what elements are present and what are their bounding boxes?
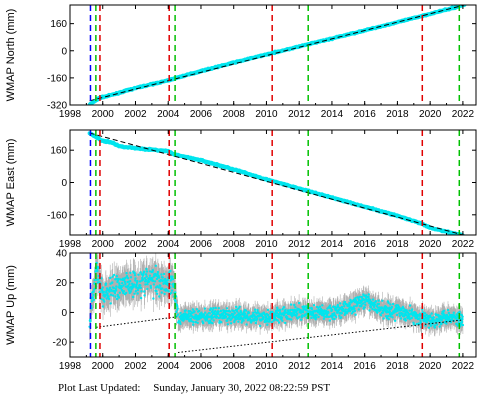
- east-x-tick-label: 2010: [255, 239, 278, 250]
- north-x-tick-label: 2000: [92, 109, 115, 120]
- north-y-tick-label: 0: [61, 46, 67, 57]
- north-x-tick-label: 2004: [157, 109, 180, 120]
- up-x-tick-label: 2022: [452, 361, 475, 372]
- up-y-tick-label: -20: [53, 338, 68, 349]
- up-observations: [88, 261, 465, 329]
- east-plot-area: [87, 130, 465, 235]
- north-y-tick-label: -320: [47, 101, 67, 112]
- north-y-tick-label: -160: [47, 73, 67, 84]
- north-x-tick-label: 2018: [386, 109, 409, 120]
- north-y-tick-label: 160: [50, 19, 67, 30]
- east-y-axis-label: WMAP East (mm): [5, 139, 17, 227]
- up-x-tick-label: 2008: [223, 361, 246, 372]
- east-x-tick-label: 2018: [386, 239, 409, 250]
- east-x-tick-label: 2004: [157, 239, 180, 250]
- north-x-tick-label: 1998: [59, 109, 82, 120]
- east-x-tick-label: 2002: [124, 239, 147, 250]
- north-x-tick-label: 2022: [452, 109, 475, 120]
- up-x-tick-label: 2014: [321, 361, 344, 372]
- last-updated-timestamp: Sunday, January 30, 2022 08:22:59 PST: [153, 382, 331, 394]
- last-updated-label: Plot Last Updated:: [58, 382, 141, 394]
- up-x-tick-label: 2016: [354, 361, 377, 372]
- east-x-tick-label: 2008: [223, 239, 246, 250]
- up-x-tick-label: 2006: [190, 361, 213, 372]
- north-x-tick-label: 2016: [354, 109, 377, 120]
- north-plot-area: [87, 5, 467, 105]
- east-x-tick-label: 1998: [59, 239, 82, 250]
- up-y-tick-label: 20: [56, 278, 68, 289]
- north-x-tick-label: 2008: [223, 109, 246, 120]
- up-frame: [69, 252, 477, 358]
- north-x-tick-label: 2002: [124, 109, 147, 120]
- north-x-tick-label: 2020: [419, 109, 442, 120]
- up-x-tick-label: 2018: [386, 361, 409, 372]
- north-y-axis-label: WMAP North (mm): [5, 9, 17, 102]
- east-x-tick-label: 2014: [321, 239, 344, 250]
- up-x-tick-label: 2002: [124, 361, 147, 372]
- east-x-tick-label: 2016: [354, 239, 377, 250]
- up-y-axis-label: WMAP Up (mm): [5, 265, 17, 345]
- east-x-tick-label: 2000: [92, 239, 115, 250]
- east-x-tick-label: 2020: [419, 239, 442, 250]
- north-model-fit: [89, 5, 465, 102]
- up-plot-area: [88, 253, 465, 357]
- up-y-tick-label: 0: [61, 308, 67, 319]
- north-frame: [69, 4, 477, 106]
- east-x-tick-label: 2006: [190, 239, 213, 250]
- east-y-tick-label: 0: [61, 178, 67, 189]
- north-x-tick-label: 2010: [255, 109, 278, 120]
- east-model-fit: [89, 132, 465, 235]
- east-x-tick-label: 2022: [452, 239, 475, 250]
- north-x-tick-label: 2014: [321, 109, 344, 120]
- up-y-tick-label: 40: [56, 249, 68, 260]
- up-x-tick-label: 2000: [92, 361, 115, 372]
- north-x-tick-label: 2012: [288, 109, 311, 120]
- east-y-tick-label: 160: [50, 146, 67, 157]
- up-x-tick-label: 2004: [157, 361, 180, 372]
- up-x-tick-label: 2020: [419, 361, 442, 372]
- north-x-tick-label: 2006: [190, 109, 213, 120]
- up-x-tick-label: 2012: [288, 361, 311, 372]
- up-x-tick-label: 2010: [255, 361, 278, 372]
- up-model-fit: [96, 316, 463, 353]
- up-x-tick-label: 1998: [59, 361, 82, 372]
- east-y-tick-label: -160: [47, 210, 67, 221]
- last-updated-footer: Plot Last Updated: Sunday, January 30, 2…: [58, 382, 340, 394]
- east-x-tick-label: 2012: [288, 239, 311, 250]
